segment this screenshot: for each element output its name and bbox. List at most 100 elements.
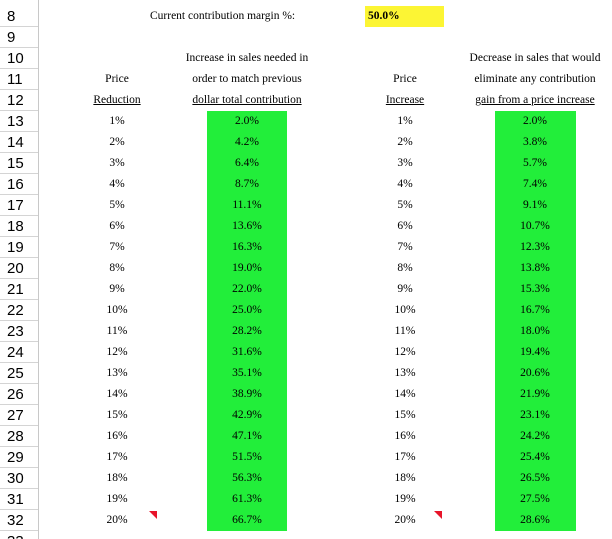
table-cell[interactable]: 5.7% (523, 157, 547, 169)
table-cell[interactable]: 5% (397, 199, 413, 211)
table-cell[interactable]: 19.4% (520, 346, 550, 358)
margin-value[interactable]: 50.0% (368, 10, 400, 22)
row-number[interactable]: 31 (0, 489, 38, 510)
table-cell[interactable]: 35.1% (232, 367, 262, 379)
table-cell[interactable]: 10% (394, 304, 416, 316)
table-cell[interactable]: 38.9% (232, 388, 262, 400)
table-cell[interactable]: 8% (109, 262, 125, 274)
table-cell[interactable]: 15% (106, 409, 128, 421)
table-cell[interactable]: 11% (106, 325, 128, 337)
table-cell[interactable]: 20% (394, 514, 416, 526)
table-cell[interactable]: 27.5% (520, 493, 550, 505)
table-cell[interactable]: 3% (397, 157, 413, 169)
row-number[interactable]: 21 (0, 279, 38, 300)
table-cell[interactable]: 6% (109, 220, 125, 232)
table-cell[interactable]: 66.7% (232, 514, 262, 526)
row-number[interactable]: 22 (0, 300, 38, 321)
row-number[interactable]: 32 (0, 510, 38, 531)
table-cell[interactable]: 6% (397, 220, 413, 232)
table-cell[interactable]: 1% (109, 115, 125, 127)
table-cell[interactable]: 23.1% (520, 409, 550, 421)
row-number[interactable]: 8 (0, 6, 38, 27)
table-cell[interactable]: 15.3% (520, 283, 550, 295)
table-cell[interactable]: 19% (394, 493, 416, 505)
table-cell[interactable]: 2% (397, 136, 413, 148)
table-cell[interactable]: 12% (106, 346, 128, 358)
row-number[interactable]: 19 (0, 237, 38, 258)
row-number[interactable]: 30 (0, 468, 38, 489)
row-number[interactable]: 20 (0, 258, 38, 279)
table-cell[interactable]: 6.4% (235, 157, 259, 169)
table-cell[interactable]: 9.1% (523, 199, 547, 211)
table-cell[interactable]: 22.0% (232, 283, 262, 295)
table-cell[interactable]: 7.4% (523, 178, 547, 190)
table-cell[interactable]: 20% (106, 514, 128, 526)
table-cell[interactable]: 14% (106, 388, 128, 400)
table-cell[interactable]: 9% (397, 283, 413, 295)
table-cell[interactable]: 28.6% (520, 514, 550, 526)
row-number[interactable]: 33 (0, 531, 38, 539)
table-cell[interactable]: 19% (106, 493, 128, 505)
row-number[interactable]: 28 (0, 426, 38, 447)
table-cell[interactable]: 13.6% (232, 220, 262, 232)
comment-marker[interactable] (149, 511, 157, 519)
table-cell[interactable]: 4.2% (235, 136, 259, 148)
table-cell[interactable]: 10% (106, 304, 128, 316)
table-cell[interactable]: 10.7% (520, 220, 550, 232)
row-number[interactable]: 13 (0, 111, 38, 132)
table-cell[interactable]: 56.3% (232, 472, 262, 484)
table-cell[interactable]: 2% (109, 136, 125, 148)
table-cell[interactable]: 21.9% (520, 388, 550, 400)
table-cell[interactable]: 5% (109, 199, 125, 211)
table-cell[interactable]: 16.3% (232, 241, 262, 253)
table-cell[interactable]: 16% (106, 430, 128, 442)
row-number[interactable]: 23 (0, 321, 38, 342)
table-cell[interactable]: 16% (394, 430, 416, 442)
table-cell[interactable]: 9% (109, 283, 125, 295)
table-cell[interactable]: 7% (397, 241, 413, 253)
table-cell[interactable]: 47.1% (232, 430, 262, 442)
table-cell[interactable]: 13.8% (520, 262, 550, 274)
row-number[interactable]: 27 (0, 405, 38, 426)
row-number[interactable]: 18 (0, 216, 38, 237)
table-cell[interactable]: 31.6% (232, 346, 262, 358)
row-number[interactable]: 24 (0, 342, 38, 363)
table-cell[interactable]: 15% (394, 409, 416, 421)
table-cell[interactable]: 4% (397, 178, 413, 190)
table-cell[interactable]: 4% (109, 178, 125, 190)
table-cell[interactable]: 42.9% (232, 409, 262, 421)
row-number[interactable]: 15 (0, 153, 38, 174)
table-cell[interactable]: 19.0% (232, 262, 262, 274)
table-cell[interactable]: 3% (109, 157, 125, 169)
row-number[interactable]: 14 (0, 132, 38, 153)
table-cell[interactable]: 2.0% (235, 115, 259, 127)
table-cell[interactable]: 12% (394, 346, 416, 358)
table-cell[interactable]: 25.4% (520, 451, 550, 463)
table-cell[interactable]: 17% (394, 451, 416, 463)
row-number[interactable]: 29 (0, 447, 38, 468)
table-cell[interactable]: 14% (394, 388, 416, 400)
table-cell[interactable]: 13% (106, 367, 128, 379)
table-cell[interactable]: 8% (397, 262, 413, 274)
row-number[interactable]: 17 (0, 195, 38, 216)
table-cell[interactable]: 24.2% (520, 430, 550, 442)
table-cell[interactable]: 8.7% (235, 178, 259, 190)
table-cell[interactable]: 11% (394, 325, 416, 337)
table-cell[interactable]: 20.6% (520, 367, 550, 379)
table-cell[interactable]: 26.5% (520, 472, 550, 484)
table-cell[interactable]: 16.7% (520, 304, 550, 316)
row-number[interactable]: 16 (0, 174, 38, 195)
table-cell[interactable]: 11.1% (232, 199, 262, 211)
table-cell[interactable]: 13% (394, 367, 416, 379)
comment-marker[interactable] (434, 511, 442, 519)
row-number[interactable]: 12 (0, 90, 38, 111)
table-cell[interactable]: 12.3% (520, 241, 550, 253)
table-cell[interactable]: 18.0% (520, 325, 550, 337)
table-cell[interactable]: 18% (106, 472, 128, 484)
table-cell[interactable]: 28.2% (232, 325, 262, 337)
table-cell[interactable]: 18% (394, 472, 416, 484)
table-cell[interactable]: 3.8% (523, 136, 547, 148)
table-cell[interactable]: 1% (397, 115, 413, 127)
table-cell[interactable]: 61.3% (232, 493, 262, 505)
table-cell[interactable]: 51.5% (232, 451, 262, 463)
